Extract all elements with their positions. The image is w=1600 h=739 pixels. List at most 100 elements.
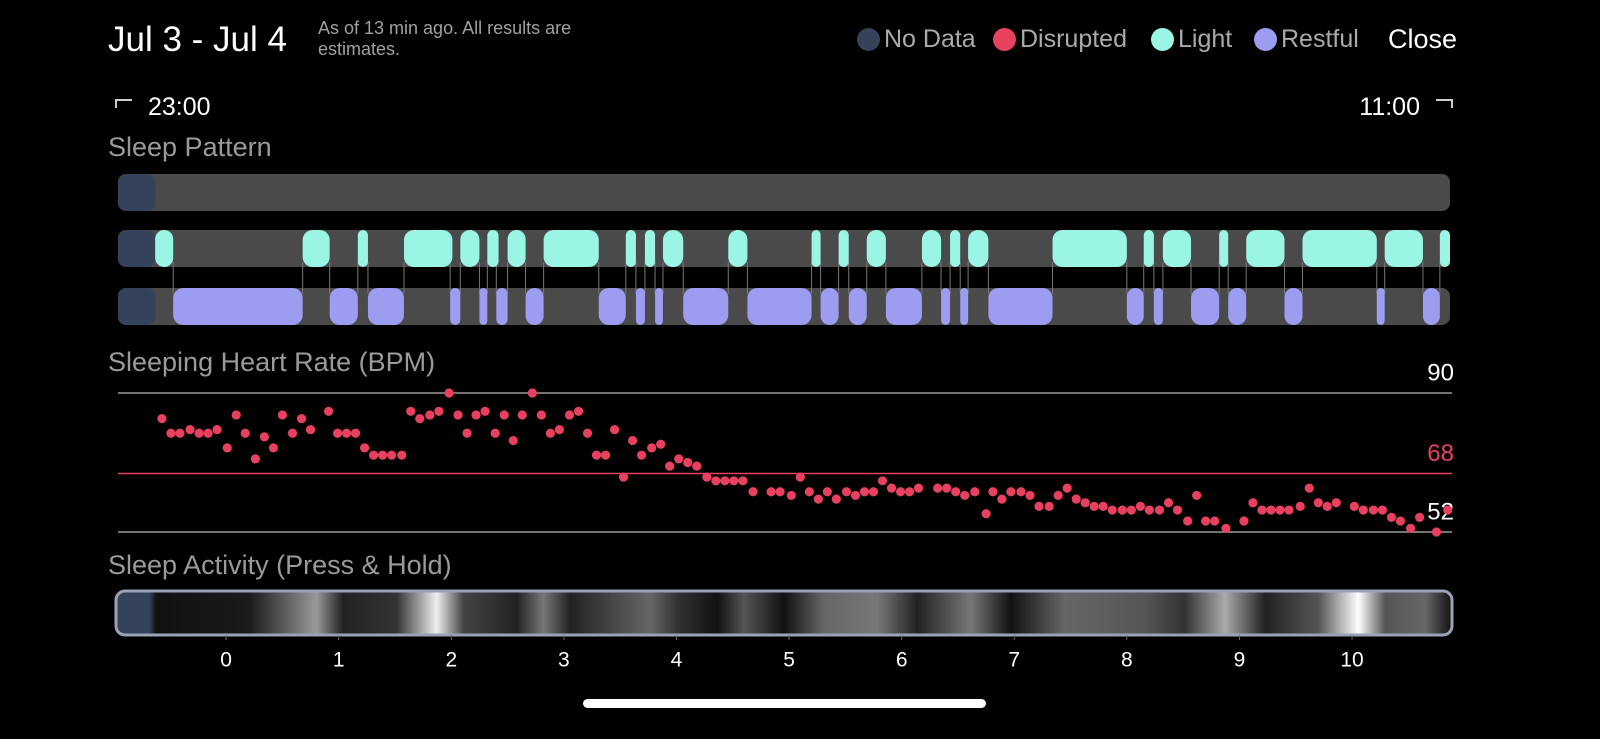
heart-rate-point xyxy=(636,450,647,460)
heart-rate-point xyxy=(813,494,823,504)
restful-segment xyxy=(496,288,508,325)
light-segment xyxy=(866,230,886,267)
heart-rate-point xyxy=(913,483,924,493)
y-tick-label: 68 xyxy=(1427,440,1454,467)
heart-rate-point xyxy=(1313,498,1323,508)
light-segment xyxy=(811,230,821,267)
heart-rate-point xyxy=(1295,501,1305,511)
heart-rate-point xyxy=(795,472,805,482)
light-segment xyxy=(507,230,526,267)
section-title: Sleeping Heart Rate (BPM) xyxy=(108,347,436,377)
heart-rate-point xyxy=(1210,516,1220,526)
heart-rate-point xyxy=(895,487,906,497)
restful-segment xyxy=(655,288,663,325)
light-segment xyxy=(838,230,849,267)
heart-rate-point xyxy=(1239,516,1249,526)
activity-strip xyxy=(114,589,1454,637)
heart-rate-point xyxy=(499,410,509,420)
legend-swatch xyxy=(993,28,1016,51)
restful-segment xyxy=(1153,288,1163,325)
light-segment xyxy=(155,230,174,267)
heart-rate-point xyxy=(766,487,776,497)
heart-rate-point xyxy=(674,454,684,464)
heart-rate-point xyxy=(1331,498,1341,508)
light-segment xyxy=(921,230,942,267)
heart-rate-point xyxy=(1304,483,1314,493)
heart-rate-point xyxy=(868,487,879,497)
restful-segment xyxy=(525,288,544,325)
x-tick-label: 5 xyxy=(783,649,795,672)
restful-segment xyxy=(1376,288,1385,325)
legend-item: Disrupted xyxy=(993,25,1127,54)
heart-rate-point xyxy=(1395,516,1406,526)
heart-rate-point xyxy=(988,487,998,497)
legend-swatch xyxy=(857,28,880,51)
heart-rate-point xyxy=(545,428,555,438)
heart-rate-point xyxy=(222,443,232,453)
heart-rate-point xyxy=(981,509,991,519)
heart-rate-point xyxy=(268,443,278,453)
heart-rate-point xyxy=(711,476,721,486)
heart-rate-point xyxy=(332,428,343,438)
heart-rate-point xyxy=(1135,501,1145,511)
heart-rate-point xyxy=(1144,505,1154,515)
heart-rate-point xyxy=(647,443,657,453)
range-bracket xyxy=(115,99,1453,108)
heart-rate-point xyxy=(1117,505,1127,515)
heart-rate-point xyxy=(1443,505,1453,515)
legend-label: Disrupted xyxy=(1020,25,1127,53)
heart-rate-point xyxy=(305,424,316,435)
heart-rate-point xyxy=(665,461,675,471)
light-segment xyxy=(487,230,499,267)
heart-rate-point xyxy=(1405,523,1416,533)
restful-segment xyxy=(1284,288,1303,325)
heart-rate-point xyxy=(444,388,454,398)
light-segment xyxy=(460,230,480,267)
heart-rate-point xyxy=(729,476,739,486)
heart-rate-point xyxy=(212,424,222,435)
heart-rate-point xyxy=(859,487,870,497)
restful-segment xyxy=(683,288,729,325)
heart-rate-point xyxy=(656,439,666,449)
light-segment xyxy=(625,230,636,267)
close-button[interactable]: Close xyxy=(1388,24,1458,54)
heart-rate-point xyxy=(1257,505,1267,515)
light-segment xyxy=(1246,230,1285,267)
heart-rate-point xyxy=(377,450,388,460)
legend-label: No Data xyxy=(884,25,976,53)
heart-rate-point xyxy=(831,494,841,504)
heart-rate-point xyxy=(904,487,915,497)
heart-rate-point xyxy=(997,494,1007,504)
heart-rate-point xyxy=(1431,527,1442,537)
heart-rate-point xyxy=(1025,490,1035,501)
heart-rate-point xyxy=(1107,505,1117,515)
no-data-segment xyxy=(118,230,156,267)
heart-rate-point xyxy=(1154,505,1165,515)
end-time: 11:00 xyxy=(1359,93,1420,121)
legend-item: Restful xyxy=(1254,25,1359,54)
heart-rate-point xyxy=(1098,501,1108,511)
restful-segment xyxy=(173,288,303,325)
heart-rate-point xyxy=(1248,498,1258,508)
x-tick-label: 2 xyxy=(445,649,457,672)
heart-rate-point xyxy=(490,428,500,438)
heart-rate-point xyxy=(1062,483,1072,493)
section-title: Sleep Pattern xyxy=(108,132,272,162)
heart-rate-point xyxy=(517,410,527,420)
restful-segment xyxy=(820,288,839,325)
heart-rate-point xyxy=(527,388,537,398)
restful-segment xyxy=(747,288,812,325)
heart-rate-point xyxy=(387,450,397,460)
heart-rate-point xyxy=(415,414,425,424)
heart-rate-point xyxy=(1284,505,1294,515)
legend-item: Light xyxy=(1151,25,1232,54)
heart-rate-point xyxy=(1322,501,1332,511)
heart-rate-point xyxy=(1172,505,1183,515)
light-segment xyxy=(1052,230,1127,267)
x-tick-label: 4 xyxy=(671,649,683,672)
heart-rate-point xyxy=(397,450,407,460)
light-segment xyxy=(1384,230,1423,267)
heart-rate-point xyxy=(573,406,584,416)
heart-rate-point xyxy=(453,410,463,420)
